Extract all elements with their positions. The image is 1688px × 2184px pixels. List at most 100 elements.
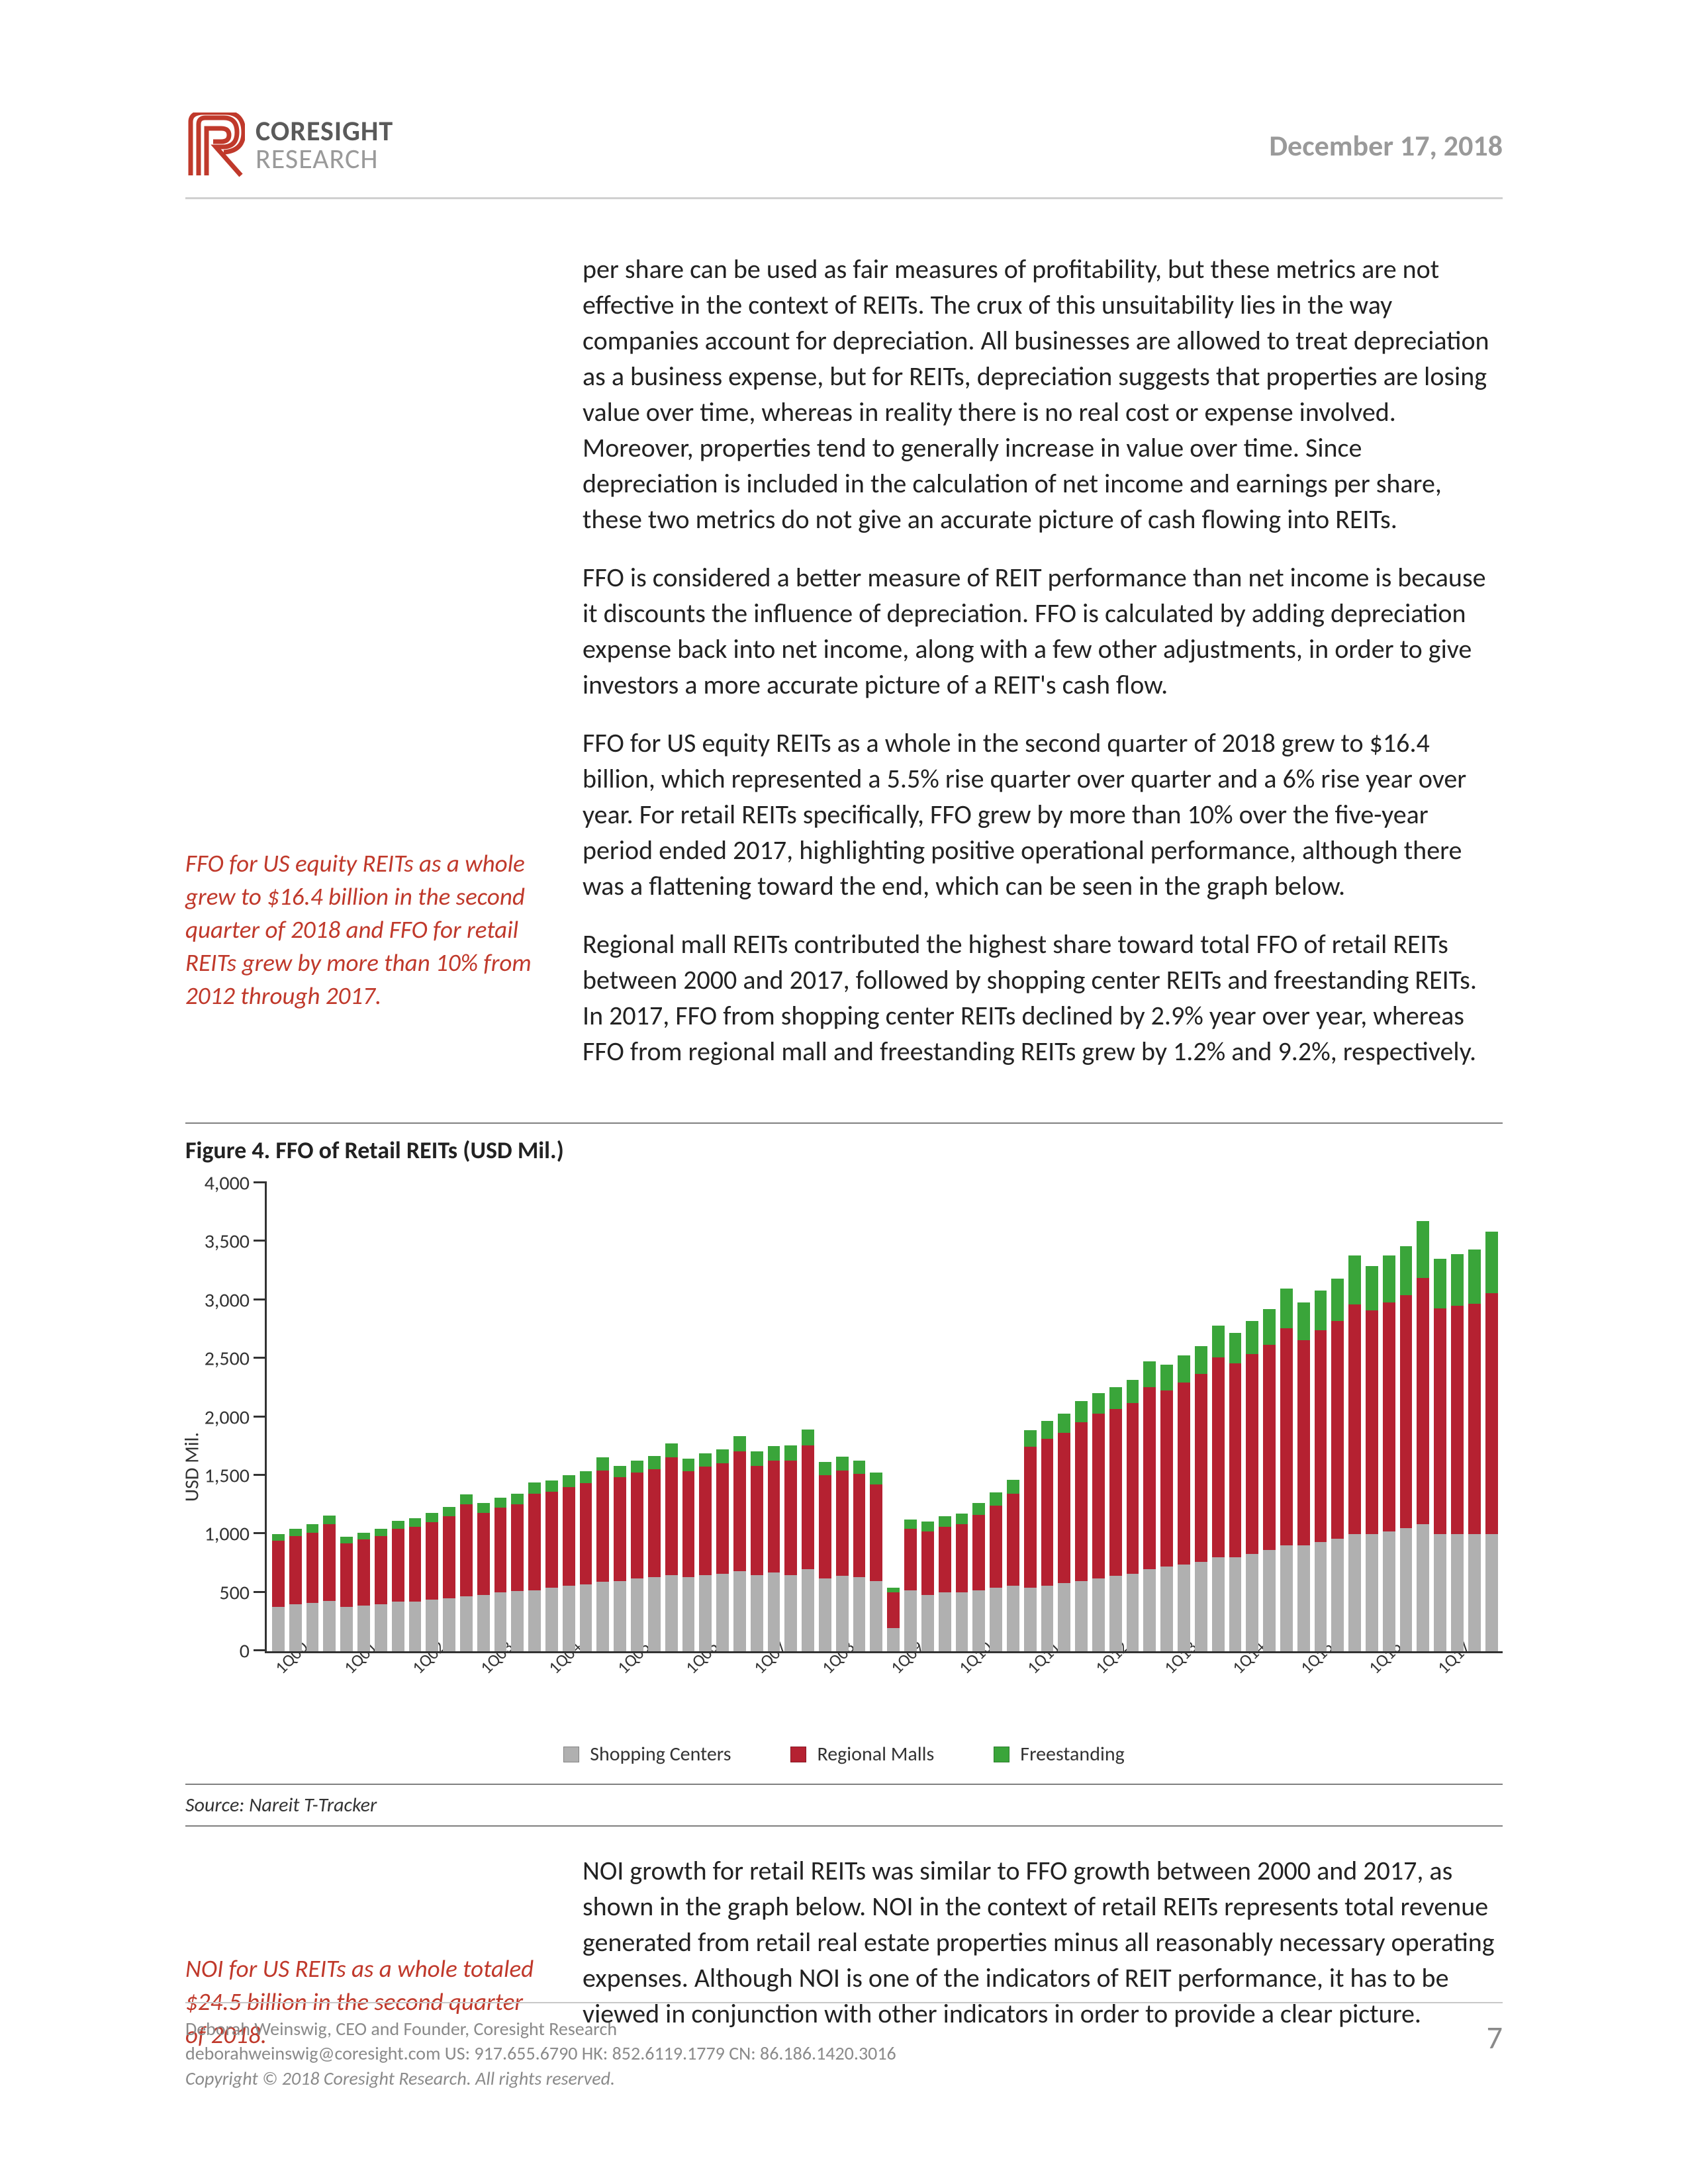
bar-segment-shopping-centers	[870, 1581, 882, 1652]
bar-segment-regional-malls	[768, 1461, 780, 1572]
bar-segment-freestanding	[716, 1449, 729, 1463]
body-para-1: per share can be used as fair measures o…	[583, 251, 1503, 537]
bar-segment-freestanding	[887, 1588, 900, 1592]
bar-segment-freestanding	[802, 1430, 814, 1446]
bar-stack: 1Q05	[614, 1466, 626, 1651]
bar-segment-regional-malls	[751, 1466, 763, 1575]
y-tick-label: 2,000	[205, 1405, 250, 1430]
bar-segment-freestanding	[733, 1436, 746, 1451]
bar-segment-shopping-centers	[1366, 1534, 1378, 1652]
bar-segment-shopping-centers	[1315, 1542, 1327, 1651]
bar-segment-shopping-centers	[802, 1569, 814, 1651]
bar-segment-regional-malls	[306, 1533, 319, 1604]
bar-segment-freestanding	[614, 1466, 626, 1478]
legend-label: Regional Malls	[817, 1742, 934, 1766]
bar-stack	[784, 1445, 797, 1651]
bar-stack	[904, 1520, 917, 1651]
bar-stack	[1451, 1254, 1464, 1651]
bar-segment-regional-malls	[716, 1463, 729, 1574]
y-tick	[254, 1298, 267, 1300]
bar-segment-shopping-centers	[477, 1595, 490, 1651]
bar-stack: 1Q06	[682, 1459, 695, 1651]
bars-container: 1Q001Q011Q021Q031Q041Q051Q061Q071Q081Q09…	[267, 1183, 1503, 1651]
bar-stack	[1212, 1326, 1225, 1651]
bar-segment-freestanding	[819, 1462, 831, 1475]
bar-segment-freestanding	[1143, 1361, 1156, 1387]
bar-segment-shopping-centers	[1143, 1569, 1156, 1651]
bar-segment-regional-malls	[580, 1483, 592, 1584]
figure-title: Figure 4. FFO of Retail REITs (USD Mil.)	[185, 1136, 1503, 1165]
y-tick	[254, 1357, 267, 1359]
page-footer: Deborah Weinswig, CEO and Founder, Cores…	[185, 2002, 1503, 2091]
bar-segment-freestanding	[340, 1537, 353, 1543]
bar-segment-regional-malls	[545, 1492, 558, 1588]
bar-segment-freestanding	[528, 1482, 541, 1494]
y-axis-label: USD Mil.	[180, 1432, 205, 1502]
bar-stack	[1263, 1309, 1276, 1651]
bar-segment-freestanding	[1024, 1430, 1037, 1447]
bar-segment-regional-malls	[1485, 1293, 1498, 1534]
bar-stack	[870, 1473, 882, 1651]
y-tick-label: 3,500	[205, 1230, 250, 1254]
bar-segment-shopping-centers	[563, 1586, 575, 1651]
bar-segment-shopping-centers	[1007, 1586, 1019, 1651]
bar-stack	[1109, 1387, 1122, 1651]
bar-stack	[306, 1524, 319, 1651]
bar-segment-regional-malls	[614, 1477, 626, 1580]
bar-segment-shopping-centers	[1127, 1574, 1139, 1651]
bar-segment-regional-malls	[375, 1536, 387, 1604]
bar-stack	[1331, 1279, 1344, 1651]
bar-stack	[289, 1529, 302, 1651]
bar-segment-regional-malls	[1383, 1302, 1395, 1531]
bar-stack	[1468, 1250, 1481, 1651]
content-row-1: FFO for US equity REITs as a whole grew …	[185, 251, 1503, 1092]
bar-stack: 1Q14	[1229, 1333, 1242, 1651]
bar-stack: 1Q04	[545, 1480, 558, 1651]
bar-segment-freestanding	[956, 1514, 968, 1524]
bar-segment-regional-malls	[1092, 1414, 1105, 1578]
bar-stack	[460, 1494, 473, 1651]
bar-segment-freestanding	[1127, 1380, 1139, 1404]
bar-segment-regional-malls	[1024, 1447, 1037, 1588]
bar-segment-freestanding	[1195, 1346, 1207, 1375]
bar-stack	[563, 1475, 575, 1651]
bar-segment-shopping-centers	[956, 1592, 968, 1651]
bar-stack	[1400, 1246, 1413, 1651]
bar-stack	[1383, 1255, 1395, 1651]
bar-segment-shopping-centers	[921, 1595, 934, 1651]
bar-segment-shopping-centers	[392, 1602, 404, 1651]
bar-segment-freestanding	[990, 1492, 1002, 1506]
bar-segment-shopping-centers	[272, 1607, 285, 1651]
bar-segment-shopping-centers	[357, 1606, 370, 1651]
bar-segment-shopping-centers	[1075, 1581, 1088, 1652]
bar-stack: 1Q01	[340, 1537, 353, 1651]
chart-legend: Shopping Centers Regional Malls Freestan…	[185, 1742, 1503, 1766]
bar-segment-regional-malls	[494, 1508, 507, 1592]
bar-segment-freestanding	[409, 1518, 422, 1526]
bar-segment-shopping-centers	[751, 1575, 763, 1651]
bar-stack	[1485, 1232, 1498, 1651]
chart-source: Source: Nareit T-Tracker	[185, 1784, 1503, 1827]
bar-segment-shopping-centers	[1400, 1528, 1413, 1651]
bar-segment-freestanding	[648, 1456, 661, 1469]
bar-segment-regional-malls	[511, 1504, 524, 1591]
bar-segment-regional-malls	[1400, 1295, 1413, 1527]
bar-segment-shopping-centers	[733, 1571, 746, 1651]
bar-stack	[716, 1449, 729, 1651]
bar-segment-shopping-centers	[1109, 1576, 1122, 1651]
bar-segment-regional-malls	[1434, 1308, 1446, 1534]
bar-stack: 1Q16	[1366, 1266, 1378, 1651]
bar-segment-freestanding	[580, 1471, 592, 1484]
footer-text: Deborah Weinswig, CEO and Founder, Cores…	[185, 2017, 896, 2091]
bar-segment-regional-malls	[1195, 1374, 1207, 1562]
bar-segment-shopping-centers	[682, 1577, 695, 1651]
bar-segment-shopping-centers	[1229, 1557, 1242, 1651]
bar-segment-regional-malls	[904, 1529, 917, 1590]
bar-stack	[494, 1498, 507, 1651]
bar-segment-regional-malls	[802, 1445, 814, 1569]
bar-segment-regional-malls	[1160, 1390, 1173, 1567]
bar-segment-shopping-centers	[768, 1572, 780, 1651]
bar-segment-regional-malls	[819, 1475, 831, 1578]
bar-segment-regional-malls	[528, 1494, 541, 1590]
y-tick-label: 2,500	[205, 1347, 250, 1371]
